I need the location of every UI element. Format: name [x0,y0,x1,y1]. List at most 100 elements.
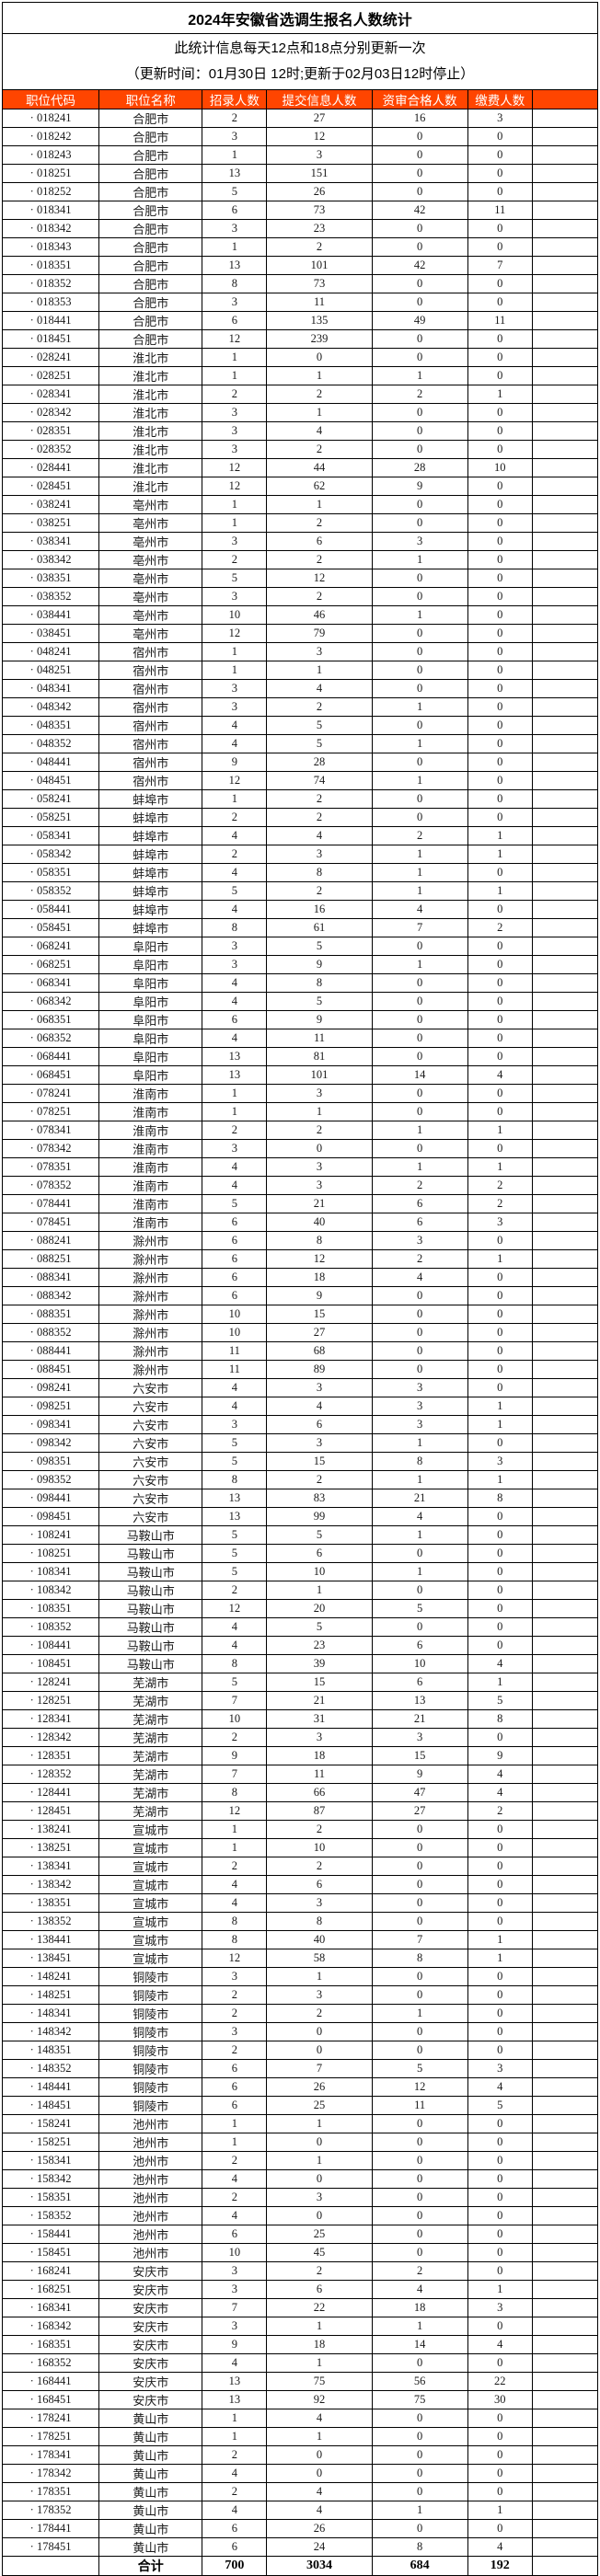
qualified-count-cell: 0 [371,716,468,735]
paid-count-cell: 0 [467,1581,533,1600]
qualified-count-cell: 15 [371,1746,468,1765]
table-row: · 068351 阜阳市 6 9 0 0 [1,1010,599,1029]
qualified-count-cell: 0 [371,1893,468,1913]
submitted-count-cell: 12 [266,569,373,588]
paid-count-cell: 0 [467,697,533,717]
qualified-count-cell: 9 [371,1765,468,1784]
job-name-cell: 淮南市 [98,1157,203,1177]
empty-cell [531,1765,599,1784]
qualified-count-cell: 1 [371,863,468,882]
table-row: · 078451 淮南市 6 40 6 3 [1,1213,599,1232]
paid-count-cell: 3 [467,2059,533,2078]
table-row: · 158352 池州市 4 0 0 0 [1,2206,599,2225]
recruit-count-cell: 1 [202,661,268,680]
job-code-cell: · 048251 [1,661,100,680]
total-empty-end-cell [531,2556,599,2576]
submitted-count-cell: 2 [266,1820,373,1839]
qualified-count-cell: 0 [371,1912,468,1931]
job-name-cell: 滁州市 [98,1231,203,1250]
paid-count-cell: 4 [467,1654,533,1673]
table-row: · 098342 六安市 5 3 1 0 [1,1433,599,1453]
paid-count-cell: 0 [467,1047,533,1066]
table-row: · 078251 淮南市 1 1 0 0 [1,1102,599,1121]
submitted-count-cell: 3 [266,1728,373,1747]
empty-cell [531,1617,599,1637]
recruit-count-cell: 4 [202,1636,268,1655]
job-name-cell: 芜湖市 [98,1801,203,1821]
recruit-count-cell: 3 [202,1139,268,1158]
qualified-count-cell: 1 [371,1562,468,1581]
empty-cell [531,2445,599,2465]
job-code-cell: · 028351 [1,421,100,441]
table-row: · 088351 滁州市 10 15 0 0 [1,1305,599,1324]
job-name-cell: 马鞍山市 [98,1525,203,1545]
submitted-count-cell: 4 [266,679,373,698]
job-code-cell: · 178341 [1,2445,100,2465]
table-row: · 108241 马鞍山市 5 5 1 0 [1,1525,599,1545]
submitted-count-cell: 0 [266,2041,373,2060]
submitted-count-cell: 5 [266,937,373,956]
job-code-cell: · 078341 [1,1121,100,1140]
qualified-count-cell: 0 [371,2151,468,2170]
table-row: · 068352 阜阳市 4 11 0 0 [1,1029,599,1048]
qualified-count-cell: 3 [371,1397,468,1416]
qualified-count-cell: 1 [371,771,468,790]
job-code-cell: · 048351 [1,716,100,735]
submitted-count-cell: 9 [266,1286,373,1305]
table-row: · 078352 淮南市 4 3 2 2 [1,1176,599,1195]
recruit-count-cell: 4 [202,1378,268,1397]
table-row: · 058441 蚌埠市 4 16 4 0 [1,900,599,919]
job-code-cell: · 058251 [1,808,100,827]
table-row: · 178342 黄山市 4 0 0 0 [1,2464,599,2483]
qualified-count-cell: 21 [371,1709,468,1729]
paid-count-cell: 0 [467,440,533,459]
table-row: · 178241 黄山市 1 4 0 0 [1,2409,599,2428]
job-code-cell: · 138251 [1,1838,100,1857]
paid-count-cell: 0 [467,2353,533,2373]
paid-count-cell: 0 [467,2409,533,2428]
job-code-cell: · 148351 [1,2041,100,2060]
recruit-count-cell: 4 [202,1875,268,1894]
table-row: · 168441 安庆市 13 75 56 22 [1,2372,599,2391]
job-name-cell: 铜陵市 [98,2059,203,2078]
paid-count-cell: 3 [467,1213,533,1232]
empty-cell [531,881,599,901]
table-row: · 018243 合肥市 1 3 0 0 [1,145,599,165]
empty-cell [531,2261,599,2281]
qualified-count-cell: 14 [371,1065,468,1085]
job-name-cell: 合肥市 [98,274,203,293]
submitted-count-cell: 1 [266,1967,373,1986]
paid-count-cell: 1 [467,1157,533,1177]
table-row: · 158341 池州市 2 1 0 0 [1,2151,599,2170]
job-name-cell: 池州市 [98,2206,203,2225]
job-code-cell: · 018351 [1,256,100,275]
recruit-count-cell: 1 [202,145,268,165]
empty-cell [531,1139,599,1158]
empty-cell [531,1433,599,1453]
job-code-cell: · 078351 [1,1157,100,1177]
table-row: · 158441 池州市 6 25 0 0 [1,2225,599,2244]
qualified-count-cell: 56 [371,2372,468,2391]
job-code-cell: · 078451 [1,1213,100,1232]
table-row: · 038451 亳州市 12 79 0 0 [1,624,599,643]
qualified-count-cell: 1 [371,1470,468,1489]
table-row: · 088251 滁州市 6 12 2 1 [1,1249,599,1269]
table-row: · 108341 马鞍山市 5 10 1 0 [1,1562,599,1581]
submitted-count-cell: 73 [266,201,373,220]
table-row: · 098241 六安市 4 3 3 0 [1,1378,599,1397]
job-name-cell: 淮南市 [98,1213,203,1232]
job-code-cell: · 148451 [1,2096,100,2115]
qualified-count-cell: 4 [371,900,468,919]
recruit-count-cell: 5 [202,569,268,588]
job-code-cell: · 108351 [1,1599,100,1618]
recruit-count-cell: 3 [202,1967,268,1986]
recruit-count-cell: 4 [202,2169,268,2189]
recruit-count-cell: 8 [202,1783,268,1802]
job-name-cell: 黄山市 [98,2519,203,2538]
qualified-count-cell: 9 [371,477,468,496]
table-row: · 098251 六安市 4 4 3 1 [1,1397,599,1416]
empty-cell [531,845,599,864]
paid-count-cell: 0 [467,1305,533,1324]
job-code-cell: · 168451 [1,2390,100,2409]
qualified-count-cell: 6 [371,1636,468,1655]
